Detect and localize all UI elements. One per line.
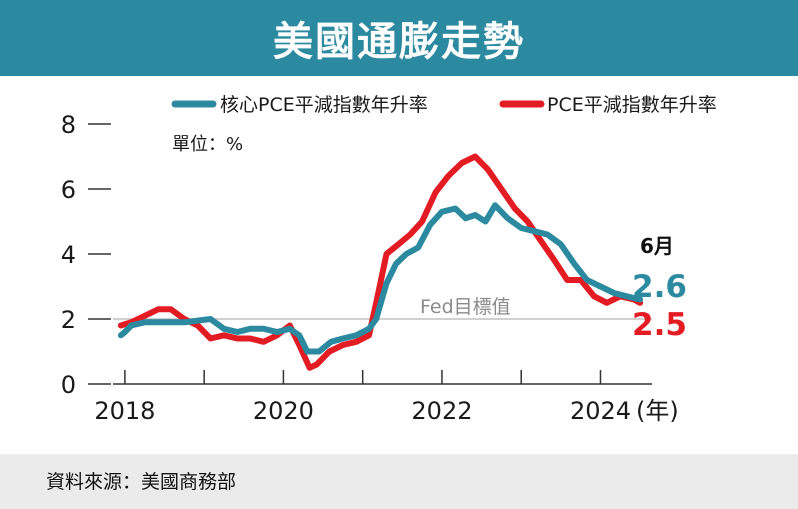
- chart-title: 美國通膨走勢: [273, 19, 525, 65]
- latest-month-label: 6月: [640, 234, 674, 258]
- x-tick-label: 2018: [94, 397, 155, 425]
- title-banner: 美國通膨走勢: [0, 0, 798, 76]
- end-value-pce: 2.5: [632, 307, 687, 343]
- x-axis: 2018 2020 2022 2024 (年): [94, 370, 679, 425]
- series-line-core-pce: [117, 202, 644, 355]
- end-value-core-pce: 2.6: [632, 269, 687, 305]
- x-tick-label: 2022: [411, 397, 472, 425]
- legend: 核心PCE平減指數年升率 PCE平減指數年升率: [171, 94, 717, 116]
- x-tick-label: 2020: [253, 397, 314, 425]
- y-tick-label: 2: [61, 306, 76, 334]
- legend-label-core-pce: 核心PCE平減指數年升率: [220, 94, 428, 116]
- y-tick-label: 6: [61, 176, 76, 204]
- source-note: 資料來源：美國商務部: [46, 471, 237, 493]
- x-unit-label: (年): [636, 397, 679, 425]
- footer: 資料來源：美國商務部: [0, 454, 798, 509]
- y-tick-label: 8: [61, 111, 76, 139]
- y-tick-label: 4: [61, 241, 76, 269]
- series-line-pce: [117, 153, 644, 371]
- legend-label-pce: PCE平減指數年升率: [547, 94, 717, 116]
- fed-target-label: Fed目標值: [420, 296, 511, 318]
- x-tick-label: 2024: [570, 397, 631, 425]
- unit-label: 單位：%: [172, 134, 243, 155]
- y-axis: 0 2 4 6 8: [61, 111, 111, 399]
- y-tick-label: 0: [61, 371, 76, 399]
